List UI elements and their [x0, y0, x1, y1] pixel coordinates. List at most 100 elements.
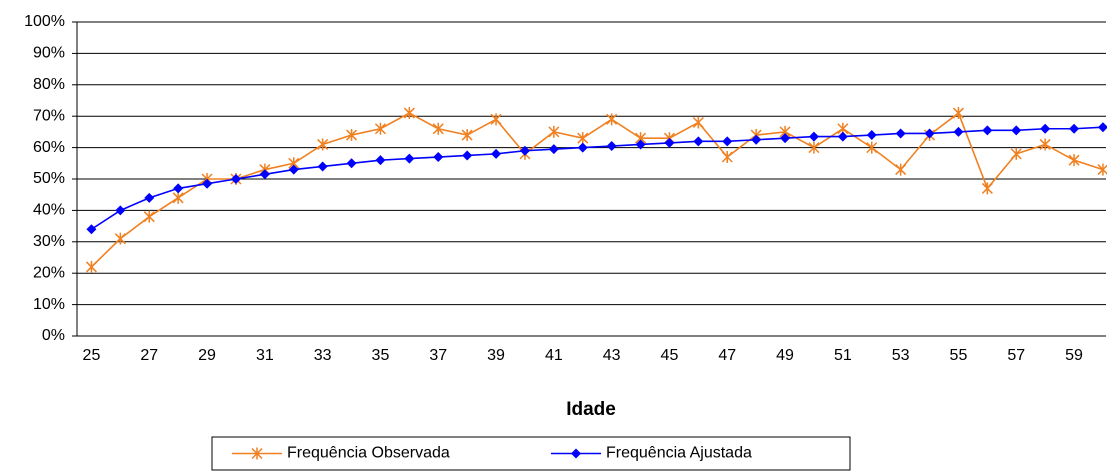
point: [86, 224, 97, 235]
legend: Frequência Observada Frequência Ajustada: [211, 436, 851, 471]
point: [173, 183, 184, 194]
x-tick-label: 41: [545, 347, 563, 364]
x-tick-label: 39: [487, 347, 505, 364]
point: [895, 128, 906, 139]
x-tick-label: 57: [1007, 347, 1025, 364]
legend-label: Frequência Ajustada: [606, 445, 752, 462]
point: [374, 122, 386, 135]
point: [490, 113, 502, 126]
point: [375, 155, 386, 166]
y-tick-label: 100%: [24, 13, 65, 30]
point: [461, 129, 473, 142]
legend-label: Frequência Observada: [287, 445, 450, 462]
point: [230, 174, 241, 184]
point: [288, 164, 299, 175]
point: [692, 116, 704, 129]
point: [317, 138, 329, 151]
x-tick-label: 29: [198, 347, 216, 364]
point: [982, 125, 993, 136]
point: [85, 260, 97, 273]
point: [693, 136, 704, 147]
legend-symbol: [251, 447, 263, 460]
x-tick-label: 37: [429, 347, 447, 364]
point: [1097, 163, 1107, 176]
point: [577, 142, 588, 153]
point: [866, 141, 878, 154]
point: [404, 153, 415, 164]
y-tick-label: 90%: [33, 45, 65, 62]
point: [519, 145, 530, 156]
line: [91, 126, 1103, 230]
point: [837, 131, 848, 142]
point: [1097, 122, 1107, 133]
point: [952, 107, 964, 120]
y-tick-label: 0%: [42, 327, 65, 344]
y-tick-label: 80%: [33, 76, 65, 93]
point: [114, 232, 126, 245]
point: [664, 137, 675, 148]
legend-marker: [251, 447, 263, 460]
point: [1040, 123, 1051, 134]
point: [346, 158, 357, 169]
point: [722, 136, 733, 147]
x-tick-label: 47: [718, 347, 736, 364]
y-tick-label: 50%: [33, 170, 65, 187]
legend-marker: [571, 448, 581, 459]
point: [548, 144, 559, 155]
point: [866, 130, 877, 141]
x-tick-label: 45: [661, 347, 679, 364]
point: [462, 150, 473, 161]
point: [317, 161, 328, 172]
point: [1068, 154, 1080, 167]
y-tick-label: 30%: [33, 233, 65, 250]
point: [635, 139, 646, 150]
y-tick-label: 20%: [33, 264, 65, 281]
x-tick-label: 35: [372, 347, 390, 364]
x-tick-label: 59: [1065, 347, 1083, 364]
x-tick-label: 55: [950, 347, 968, 364]
point: [780, 133, 791, 144]
point: [1039, 138, 1051, 151]
legend-box: [211, 436, 851, 471]
point: [577, 132, 589, 145]
x-tick-label: 51: [834, 347, 852, 364]
point: [751, 134, 762, 145]
point: [924, 128, 935, 139]
point: [808, 131, 819, 142]
x-tick-label: 25: [83, 347, 101, 364]
point: [1011, 125, 1022, 136]
point: [606, 113, 618, 126]
point: [403, 107, 415, 120]
point: [144, 192, 155, 203]
y-tick-label: 70%: [33, 107, 65, 124]
x-tick-label: 33: [314, 347, 332, 364]
point: [432, 122, 444, 135]
point: [346, 129, 358, 142]
y-tick-label: 60%: [33, 139, 65, 156]
point: [1069, 123, 1080, 134]
legend-symbol: [571, 448, 581, 459]
x-axis-title: Idade: [566, 399, 616, 420]
point: [202, 178, 213, 189]
line: [90, 111, 1104, 268]
point: [143, 210, 155, 223]
x-tick-label: 49: [776, 347, 794, 364]
point: [895, 163, 907, 176]
point: [953, 126, 964, 137]
point: [1010, 147, 1022, 160]
point: [721, 151, 733, 164]
y-tick-label: 40%: [33, 202, 65, 219]
point: [433, 152, 444, 163]
x-tick-label: 31: [256, 347, 274, 364]
point: [548, 125, 560, 138]
point: [172, 191, 184, 204]
point: [491, 148, 502, 159]
x-tick-label: 53: [892, 347, 910, 364]
series: [86, 122, 1107, 235]
point: [259, 169, 270, 180]
x-tick-label: 27: [140, 347, 158, 364]
point: [606, 141, 617, 152]
x-tick-label: 43: [603, 347, 621, 364]
point: [115, 205, 126, 216]
